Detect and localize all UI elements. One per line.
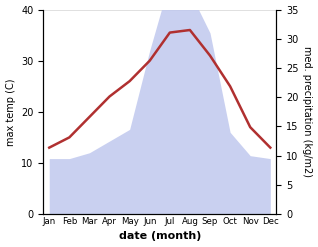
X-axis label: date (month): date (month) [119,231,201,242]
Y-axis label: med. precipitation (kg/m2): med. precipitation (kg/m2) [302,46,313,177]
Y-axis label: max temp (C): max temp (C) [5,78,16,145]
